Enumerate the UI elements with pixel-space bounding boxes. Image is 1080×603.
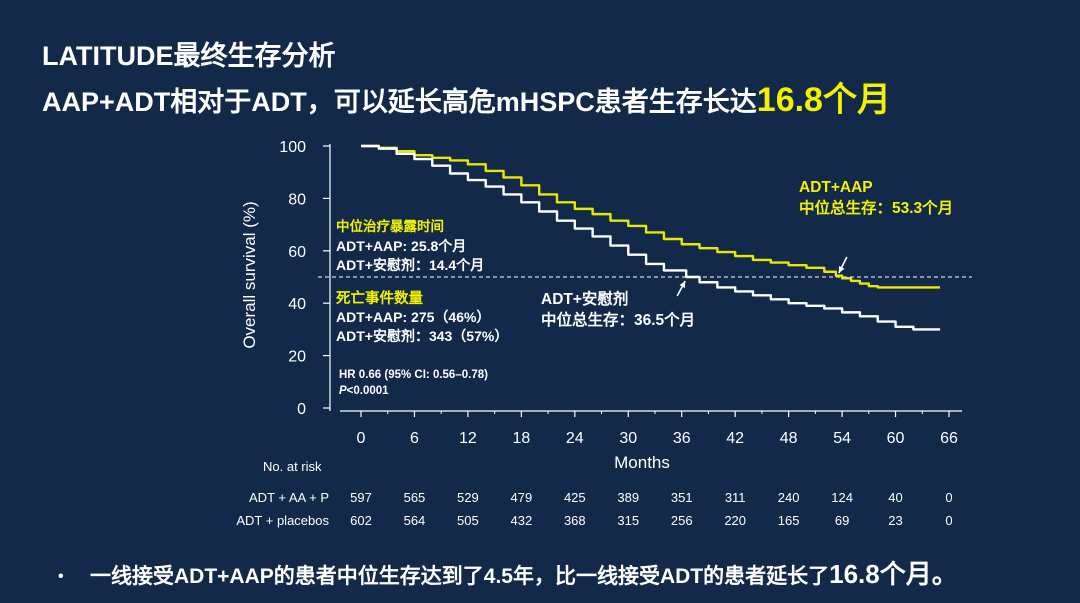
risk-table-header: No. at risk (263, 459, 322, 474)
x-tick-label: 48 (780, 430, 798, 447)
exposure-title: 中位治疗暴露时间 (336, 218, 444, 234)
risk-table-cell: 0 (945, 513, 952, 528)
risk-table-cell: 256 (671, 513, 693, 528)
placebo-median-arrow-head (679, 281, 686, 288)
slide-subtitle: AAP+ADT相对于ADT，可以延长高危mHSPC患者生存长达16.8个月 (42, 72, 891, 121)
aap-series-label: ADT+AAP (799, 179, 873, 196)
risk-table-cell: 165 (778, 513, 800, 528)
risk-table-cell: 432 (511, 513, 533, 528)
risk-table-cell: 597 (350, 490, 372, 505)
risk-table-cell: 315 (617, 513, 639, 528)
risk-table-cell: 479 (511, 490, 533, 505)
risk-table-cell: 124 (831, 490, 853, 505)
x-tick-label: 12 (459, 430, 477, 447)
aap-median-arrow-head (838, 266, 845, 273)
x-tick-label: 24 (566, 430, 584, 447)
bullet-highlight: 16.8个月。 (829, 559, 958, 589)
y-tick-label: 80 (288, 191, 306, 208)
x-tick-label: 60 (887, 430, 905, 447)
slide-title-text: LATITUDE最终生存分析 (42, 41, 336, 71)
y-tick-label: 60 (288, 244, 306, 261)
risk-table-cell: 240 (778, 490, 800, 505)
bullet-icon: • (58, 568, 64, 586)
risk-table-cell: 368 (564, 513, 586, 528)
p-value-symbol: P (339, 385, 347, 397)
risk-table-cell: 564 (404, 513, 426, 528)
series-line-adt-aap (361, 144, 941, 289)
x-tick-label: 6 (410, 430, 419, 447)
deaths-title: 死亡事件数量 (336, 289, 423, 307)
risk-table-cell: 565 (404, 490, 426, 505)
risk-table-cell: 40 (888, 490, 902, 505)
deaths-placebo: ADT+安慰剂：343（57%） (336, 328, 508, 344)
risk-table-row-label: ADT + placebos (236, 513, 329, 528)
deaths-aap: ADT+AAP: 275（46%） (336, 309, 490, 325)
bullet-point: • 一线接受ADT+AAP的患者中位生存达到了4.5年，比一线接受ADT的患者延长… (58, 554, 958, 591)
risk-table-cell: 529 (457, 490, 479, 505)
series-line-adt-placebo (361, 144, 941, 331)
y-tick-label: 100 (279, 139, 306, 156)
hazard-ratio: HR 0.66 (95% CI: 0.56–0.78) (339, 369, 488, 381)
exposure-placebo: ADT+安慰剂：14.4个月 (336, 257, 484, 273)
risk-table-cell: 220 (724, 513, 746, 528)
x-tick-label: 36 (673, 430, 691, 447)
y-tick-label: 0 (297, 401, 306, 418)
bullet-text: 一线接受ADT+AAP的患者中位生存达到了4.5年，比一线接受ADT的患者延长了 (90, 565, 830, 588)
x-tick-label: 54 (833, 430, 851, 447)
x-tick-label: 66 (940, 430, 958, 447)
slide-subtitle-text: AAP+ADT相对于ADT，可以延长高危mHSPC患者生存长达 (42, 87, 757, 117)
risk-table-cell: 425 (564, 490, 586, 505)
x-tick-label: 30 (619, 430, 637, 447)
y-axis-label: Overall survival (%) (240, 201, 259, 348)
risk-table-cell: 389 (617, 490, 639, 505)
placebo-series-label: ADT+安慰剂 (541, 289, 628, 308)
y-tick-label: 20 (288, 349, 306, 366)
risk-table-cell: 0 (945, 490, 952, 505)
risk-table-cell: 351 (671, 490, 693, 505)
risk-table-cell: 23 (888, 513, 902, 528)
risk-table-cell: 505 (457, 513, 479, 528)
risk-table-cell: 311 (725, 490, 746, 505)
aap-median-label: 中位总生存：53.3个月 (799, 198, 953, 217)
slide-title: LATITUDE最终生存分析 (42, 34, 335, 73)
risk-table-cell: 602 (350, 513, 372, 528)
y-tick-label: 40 (288, 296, 306, 313)
x-axis-label: Months (614, 453, 670, 472)
p-value: P<0.0001 (339, 385, 389, 397)
x-tick-label: 18 (512, 430, 530, 447)
slide-subtitle-highlight: 16.8个月 (756, 81, 891, 119)
exposure-aap: ADT+AAP: 25.8个月 (336, 238, 466, 254)
risk-table-row-label: ADT + AA + P (249, 490, 329, 505)
placebo-median-label: 中位总生存：36.5个月 (541, 310, 695, 329)
x-tick-label: 0 (357, 430, 366, 447)
x-tick-label: 42 (726, 430, 744, 447)
risk-table-cell: 69 (835, 513, 849, 528)
p-value-number: <0.0001 (347, 385, 389, 397)
